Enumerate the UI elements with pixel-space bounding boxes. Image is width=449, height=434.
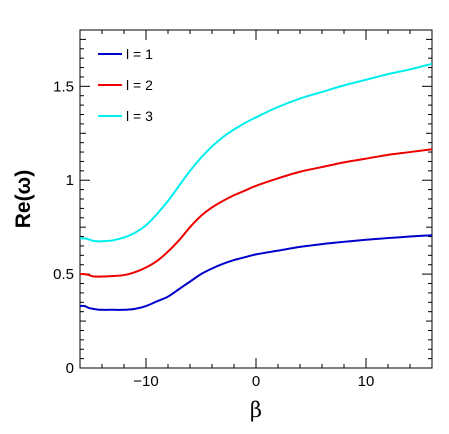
legend: l = 1 l = 2 l = 3 (98, 46, 153, 124)
x-tick-label: 10 (358, 373, 375, 390)
series-line-l2 (79, 148, 433, 278)
legend-label: l = 2 (126, 77, 153, 93)
x-tick-label: −10 (133, 373, 158, 390)
axis-ticks: −10 0 10 0 0.5 1 1.5 (53, 29, 433, 390)
y-tick-label: 0 (66, 360, 74, 377)
y-axis-label: Re(ω) (12, 170, 35, 229)
legend-label: l = 3 (126, 108, 153, 124)
y-tick-label: 0.5 (53, 266, 74, 283)
series-line-l1 (79, 234, 433, 311)
series-layer (79, 62, 433, 311)
x-axis-label: β (250, 398, 262, 422)
series-line-l3 (79, 62, 433, 243)
y-tick-label: 1.5 (53, 78, 74, 95)
y-tick-label: 1 (66, 172, 74, 189)
legend-label: l = 1 (126, 46, 153, 62)
x-tick-label: 0 (252, 373, 260, 390)
